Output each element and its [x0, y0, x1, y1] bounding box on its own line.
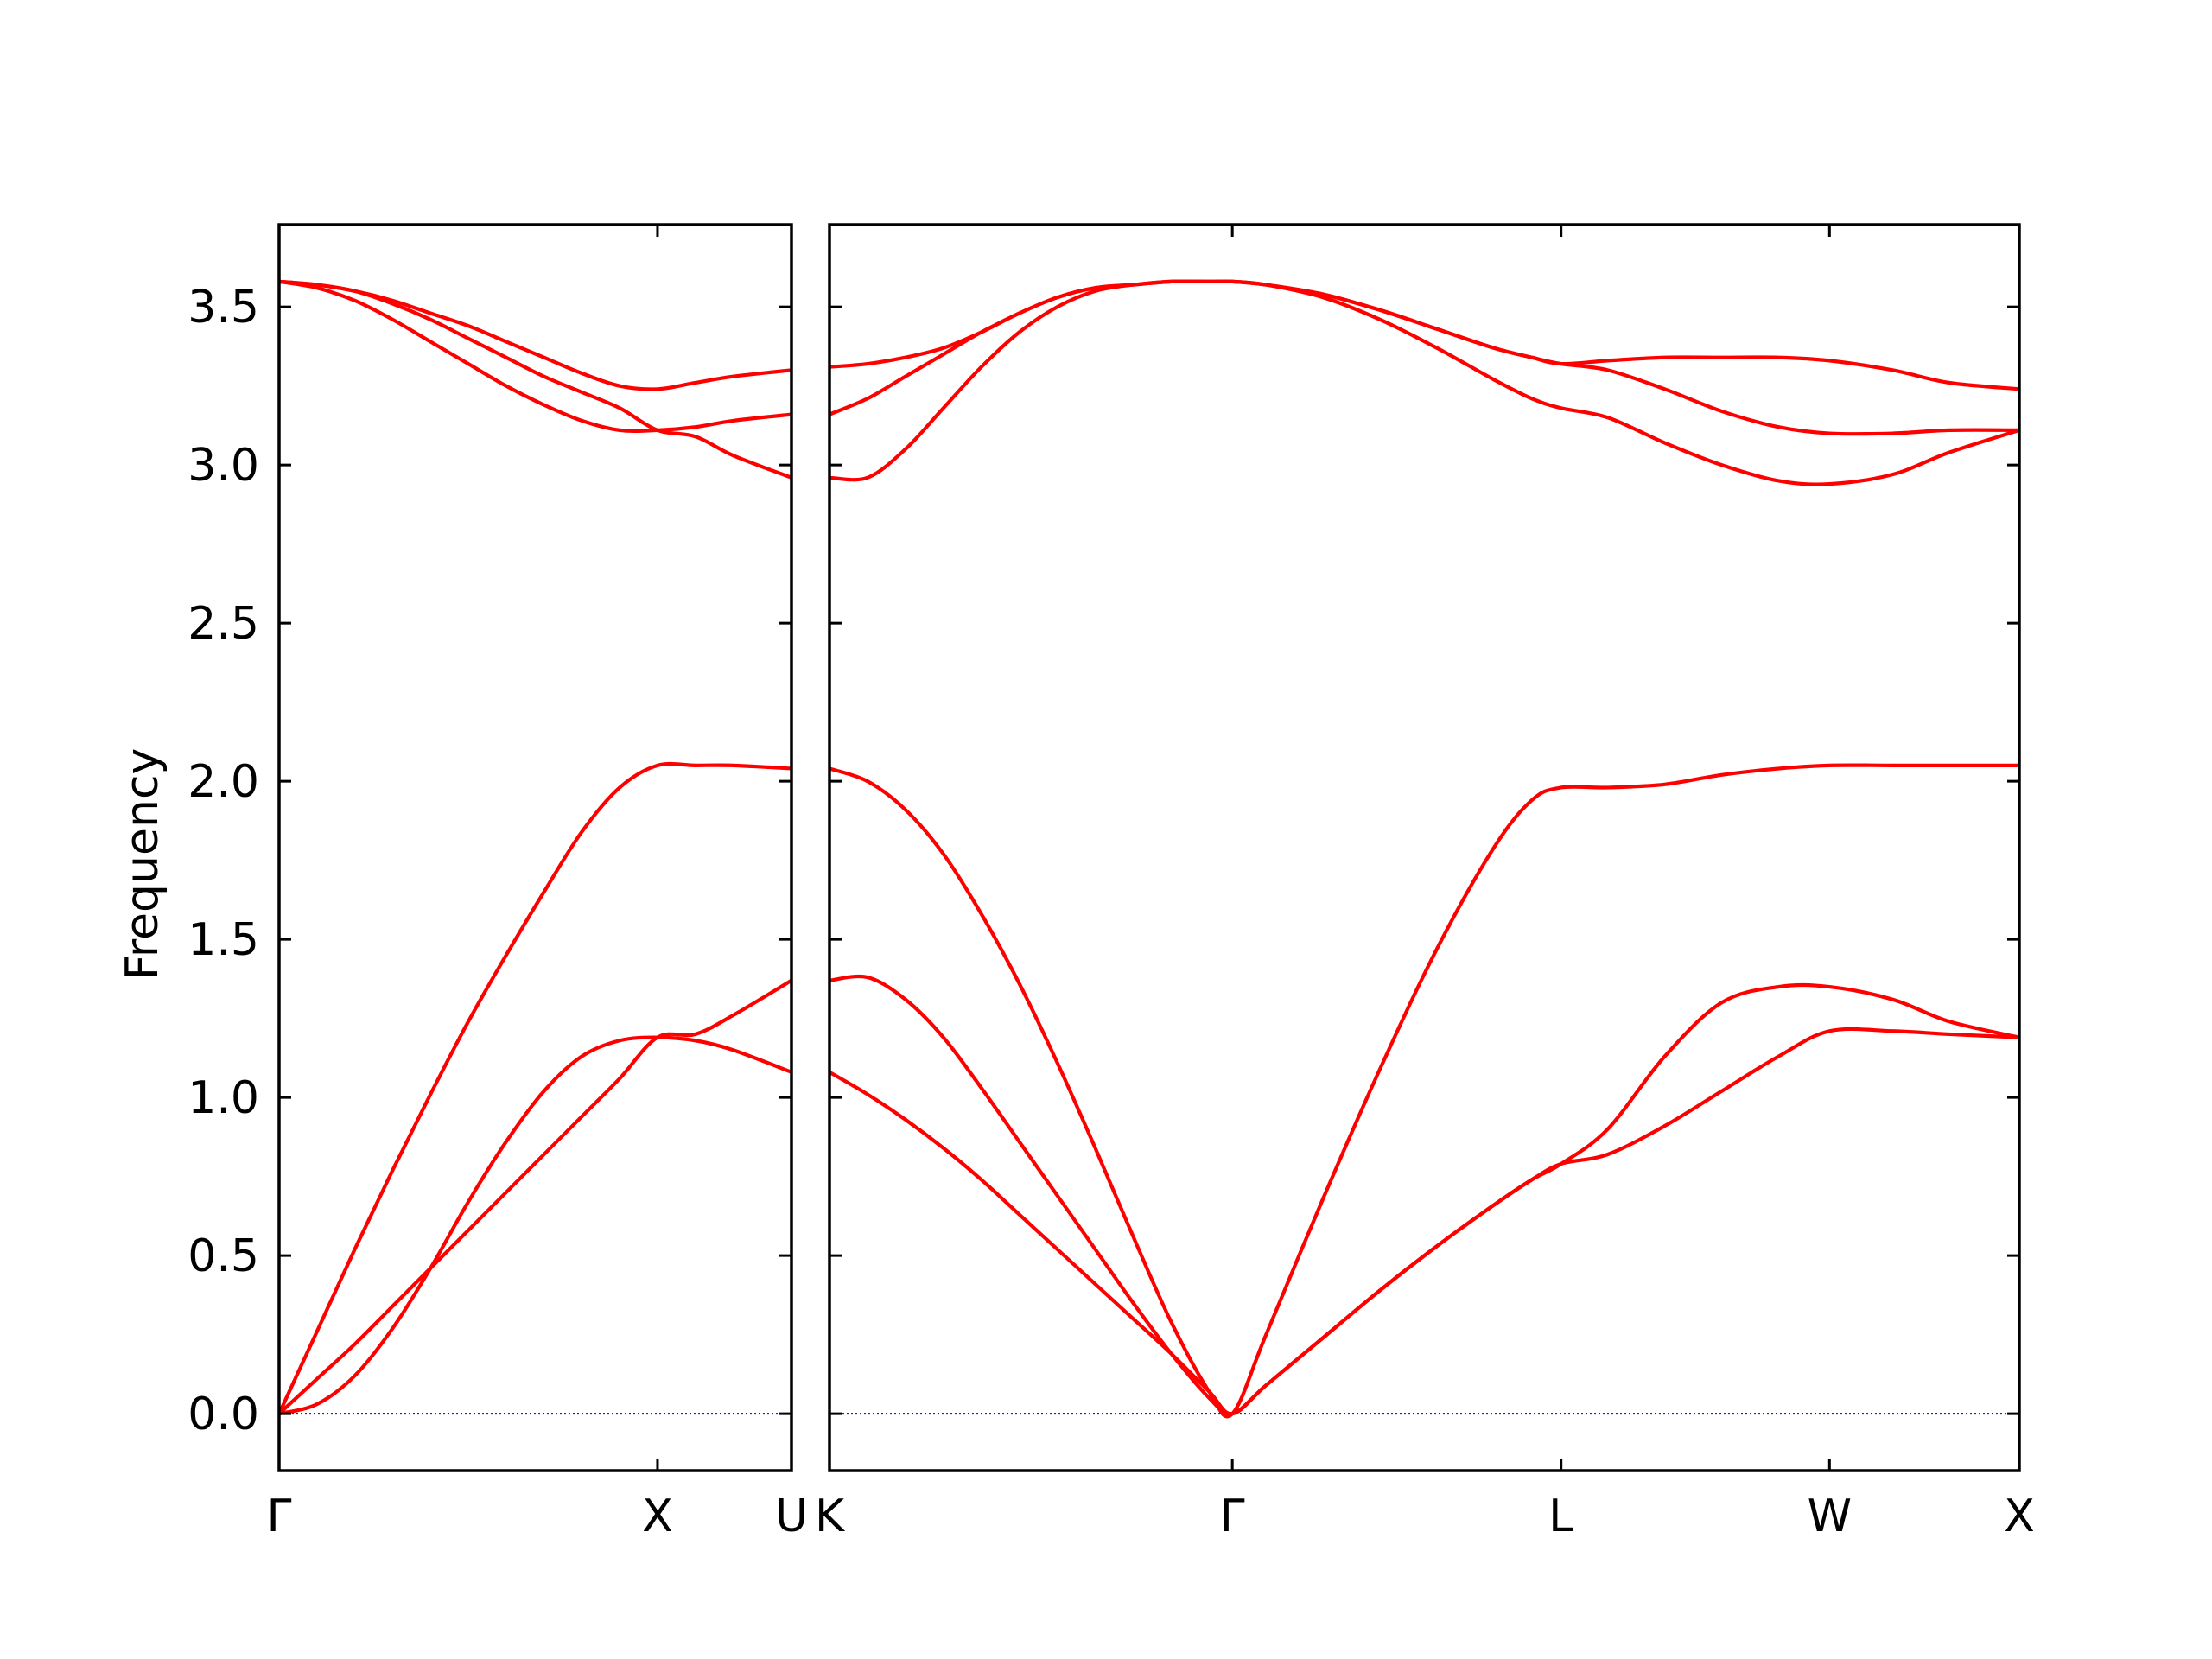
y-tick-label: 0.0 — [188, 1389, 259, 1440]
y-tick-labels: 0.0 0.5 1.0 1.5 2.0 2.5 3.0 3.5 — [188, 282, 259, 1440]
y-tick-label: 1.5 — [188, 914, 259, 966]
x-tick-label: W — [1808, 1491, 1852, 1542]
x-tick-label: Γ — [1220, 1491, 1245, 1542]
band-line-4 — [830, 279, 2019, 486]
y-axis-label: Frequency — [117, 748, 168, 981]
band-line-5 — [830, 279, 2019, 436]
y-tick-label: 3.5 — [188, 282, 259, 334]
band-line-3 — [830, 763, 2019, 1419]
band-line-5 — [279, 279, 791, 433]
band-line-1 — [279, 978, 791, 1415]
band-line-2 — [279, 1035, 791, 1416]
band-line-2 — [830, 974, 2019, 1416]
band-line-1 — [830, 1027, 2019, 1416]
y-tick-label: 3.0 — [188, 440, 259, 492]
band-line-6 — [279, 279, 791, 391]
x-tick-label: Γ — [267, 1491, 292, 1542]
x-tick-label: U — [775, 1491, 808, 1542]
x-tick-label: X — [2004, 1491, 2035, 1542]
y-tick-label: 1.0 — [188, 1072, 259, 1124]
band-line-6 — [830, 279, 2019, 391]
y-tick-label: 2.0 — [188, 756, 259, 808]
x-tick-label: X — [642, 1491, 673, 1542]
axes-frame — [277, 223, 793, 1472]
x-tick-label: K — [815, 1491, 846, 1542]
x-tick-label: L — [1548, 1491, 1573, 1542]
band-line-3 — [279, 761, 791, 1414]
y-tick-label: 2.5 — [188, 598, 259, 650]
y-tick-label: 0.5 — [188, 1230, 259, 1282]
axes-frame — [828, 223, 2021, 1472]
